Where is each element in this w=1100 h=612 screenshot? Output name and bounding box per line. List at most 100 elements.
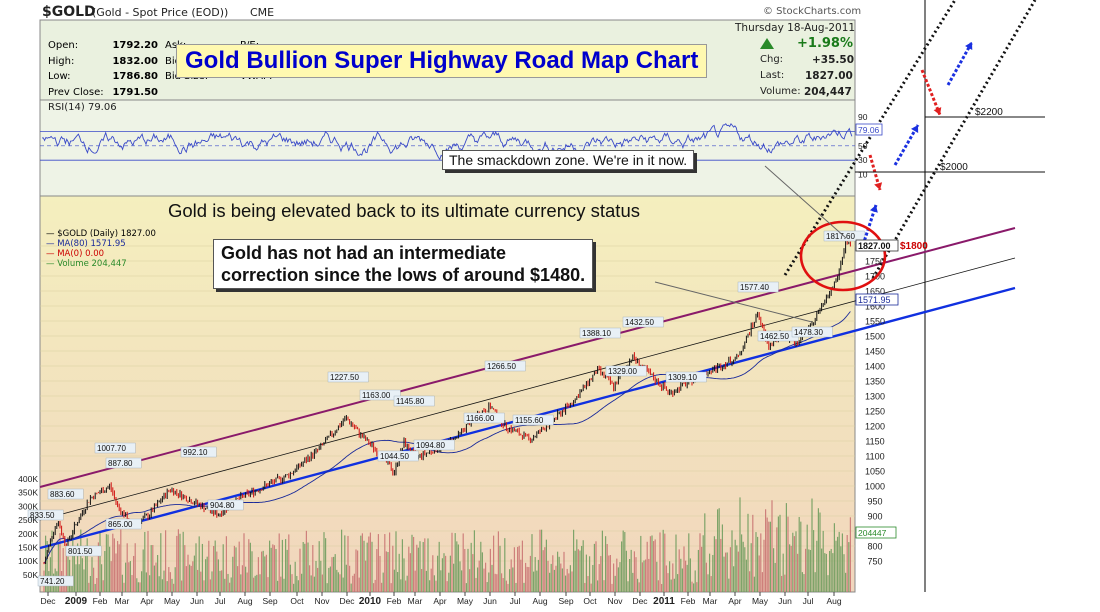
volume-tick-label: 50K: [23, 570, 38, 580]
volume-bar: [573, 529, 575, 592]
volume-bar: [579, 550, 581, 592]
volume-bar: [253, 577, 255, 592]
x-tick-label: Apr: [728, 596, 741, 606]
volume-bar: [139, 582, 141, 592]
volume-bar: [757, 536, 759, 592]
stat-label: High:: [48, 55, 75, 67]
volume-bar: [526, 566, 528, 592]
stat-mid-label: Bid:: [165, 55, 185, 67]
volume-bar: [467, 548, 469, 592]
volume-tick-label: 400K: [18, 474, 38, 484]
volume-bar: [120, 529, 122, 592]
volume-bar: [833, 523, 835, 592]
volume-bar: [328, 567, 330, 592]
steep-upper-line: [783, 0, 957, 276]
volume-bar: [830, 548, 832, 592]
volume-bar: [88, 582, 90, 592]
volume-bar: [521, 540, 523, 592]
volume-bar: [169, 572, 171, 592]
volume-bar: [505, 580, 507, 592]
ma80-path: [43, 311, 851, 565]
volume-bar: [59, 533, 61, 592]
volume-bar: [696, 582, 698, 592]
volume-bar: [760, 533, 762, 592]
volume-bar: [78, 564, 80, 592]
volume-bar: [49, 557, 51, 592]
volume-bar: [221, 570, 223, 592]
x-tick-label: Dec: [339, 596, 355, 606]
stat-row: Low: 1786.80: [48, 69, 158, 85]
volume-bar: [561, 568, 563, 592]
stat-label: Prev Close:: [48, 86, 104, 98]
y-tick-label: 1650: [865, 287, 885, 297]
volume-bar: [459, 561, 461, 592]
volume-bar: [323, 532, 325, 592]
last-label: Last:: [760, 70, 785, 81]
volume-bar: [309, 565, 311, 592]
last-value: 1827.00: [805, 70, 853, 82]
volume-bar: [83, 569, 85, 592]
x-tick-label: Mar: [408, 596, 423, 606]
data-label: 1094.80: [416, 441, 445, 450]
volume-bar: [155, 562, 157, 592]
volume-bar: [91, 557, 93, 592]
volume-bar: [533, 571, 535, 592]
volume-bar: [672, 563, 674, 592]
volume-bar: [758, 555, 760, 592]
volume-bar: [411, 534, 413, 592]
volume-bar: [558, 556, 560, 592]
data-label: 1227.50: [330, 373, 359, 382]
volume-bar: [702, 535, 704, 592]
volume-bar: [717, 509, 719, 592]
volume-bar: [208, 540, 210, 592]
volume-bar: [422, 542, 424, 592]
volume-bar: [461, 570, 463, 592]
last-price-tag: 1827.00: [858, 241, 891, 251]
volume-bar: [201, 543, 203, 592]
volume-bar: [542, 550, 544, 592]
volume-bar: [525, 562, 527, 592]
volume-bar: [446, 581, 448, 592]
data-label: 801.50: [68, 547, 93, 556]
x-tick-label: May: [752, 596, 769, 606]
data-label: 865.00: [108, 520, 133, 529]
volume-bar: [472, 554, 474, 592]
volume-bar: [806, 524, 808, 592]
volume-bar: [102, 580, 104, 592]
change-value: +35.50: [812, 54, 855, 66]
projection-arrows: [861, 41, 974, 246]
volume-bar: [270, 547, 272, 592]
blue-arrow-head: [911, 125, 919, 133]
blue-arrow: [893, 124, 920, 166]
volume-bar: [96, 578, 98, 592]
volume-bar: [195, 543, 197, 592]
volume-bar: [259, 574, 261, 592]
y-tick-label: 1100: [865, 452, 884, 462]
volume-bar: [219, 570, 221, 592]
volume-bar: [275, 548, 277, 592]
volume-tag: 204447: [858, 528, 887, 538]
volume-bar: [597, 580, 599, 592]
change-up-icon: [760, 38, 774, 49]
volume-bar: [553, 569, 555, 592]
volume-bar: [299, 548, 301, 592]
volume-bar: [473, 530, 475, 592]
volume-bar: [792, 532, 794, 592]
volume-bar: [205, 559, 207, 592]
y-tick-label: 1200: [865, 422, 885, 432]
data-label: 833.50: [30, 511, 55, 520]
rsi-scale-label: 30: [858, 155, 868, 165]
volume-bar: [843, 554, 845, 592]
volume-bar: [301, 573, 303, 592]
data-label: 1163.00: [362, 391, 391, 400]
volume-bar: [112, 533, 114, 592]
volume-bar: [723, 556, 725, 592]
volume-bar: [177, 529, 179, 592]
volume-bar: [624, 532, 626, 592]
y-tick-label: 800: [867, 542, 882, 552]
volume-bar: [544, 547, 546, 592]
data-label-box: [65, 545, 102, 557]
rsi-label: RSI(14) 79.06: [48, 102, 117, 113]
stat-value: 1791.50: [112, 86, 158, 98]
volume-bar: [577, 549, 579, 592]
